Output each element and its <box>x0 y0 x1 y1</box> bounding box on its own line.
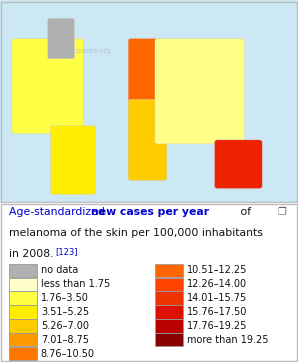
Text: 8.76–10.50: 8.76–10.50 <box>41 349 95 358</box>
Text: en.wikipedia.org: en.wikipedia.org <box>54 48 111 54</box>
Text: ❐: ❐ <box>277 207 286 218</box>
FancyBboxPatch shape <box>0 0 298 203</box>
FancyBboxPatch shape <box>155 278 183 291</box>
Text: no data: no data <box>41 265 78 275</box>
Text: 1.76–3.50: 1.76–3.50 <box>41 293 89 303</box>
Text: 3.51–5.25: 3.51–5.25 <box>41 307 89 317</box>
Text: Age-standardized: Age-standardized <box>9 207 108 218</box>
Text: [123]: [123] <box>55 247 78 256</box>
FancyBboxPatch shape <box>51 126 95 195</box>
Text: 12.26–14.00: 12.26–14.00 <box>187 279 247 289</box>
FancyBboxPatch shape <box>215 140 262 189</box>
Text: new cases per year: new cases per year <box>91 207 209 218</box>
FancyBboxPatch shape <box>9 264 37 277</box>
FancyBboxPatch shape <box>9 291 37 305</box>
Text: 10.51–12.25: 10.51–12.25 <box>187 265 247 275</box>
FancyBboxPatch shape <box>9 278 37 291</box>
FancyBboxPatch shape <box>9 347 37 360</box>
FancyBboxPatch shape <box>155 38 244 144</box>
Text: in 2008.: in 2008. <box>9 249 53 259</box>
FancyBboxPatch shape <box>128 38 161 104</box>
Text: less than 1.75: less than 1.75 <box>41 279 110 289</box>
Text: 15.76–17.50: 15.76–17.50 <box>187 307 247 317</box>
FancyBboxPatch shape <box>155 291 183 305</box>
FancyBboxPatch shape <box>128 99 167 180</box>
Text: 14.01–15.75: 14.01–15.75 <box>187 293 247 303</box>
Text: of: of <box>237 207 251 218</box>
FancyBboxPatch shape <box>9 305 37 319</box>
FancyBboxPatch shape <box>155 305 183 319</box>
FancyBboxPatch shape <box>9 333 37 346</box>
FancyBboxPatch shape <box>48 18 74 59</box>
Text: more than 19.25: more than 19.25 <box>187 335 268 345</box>
FancyBboxPatch shape <box>155 264 183 277</box>
FancyBboxPatch shape <box>9 319 37 333</box>
Text: melanoma of the skin per 100,000 inhabitants: melanoma of the skin per 100,000 inhabit… <box>9 228 263 238</box>
FancyBboxPatch shape <box>155 319 183 333</box>
FancyBboxPatch shape <box>155 333 183 346</box>
FancyBboxPatch shape <box>12 38 83 134</box>
Text: 17.76–19.25: 17.76–19.25 <box>187 321 247 331</box>
Text: 5.26–7.00: 5.26–7.00 <box>41 321 89 331</box>
Text: 7.01–8.75: 7.01–8.75 <box>41 335 89 345</box>
